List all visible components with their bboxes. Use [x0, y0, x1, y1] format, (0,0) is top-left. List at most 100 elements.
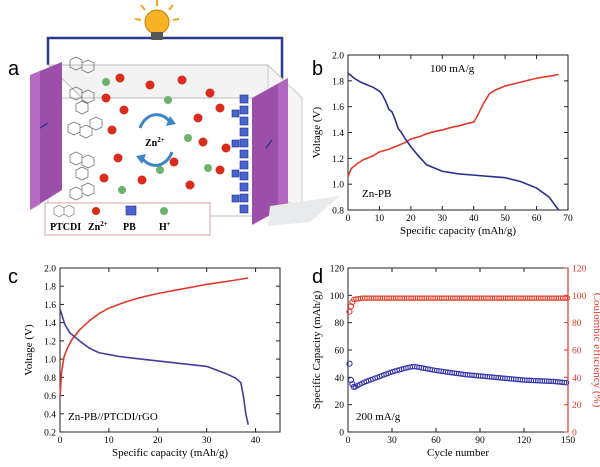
legend-ptcdi: PTCDI [50, 222, 81, 233]
y-tick-label: 1.2 [332, 155, 344, 165]
annotation: Zn-PB [362, 188, 391, 200]
y-tick-label: 0.4 [44, 410, 56, 420]
y-tick-label: 1.0 [44, 356, 56, 366]
y-tick-label: 2.0 [44, 265, 56, 275]
plot-frame [59, 267, 281, 433]
panel-letter-a: a [8, 58, 20, 80]
y-tick-label: 0.8 [332, 207, 344, 217]
legend-zn: Zn2+ [88, 220, 108, 233]
y-tick-label: 0 [339, 429, 344, 439]
zinc-anode-electrode [30, 62, 62, 210]
chart-c: 0 10 20 30 40 0.2 0.4 0.6 0.8 1.0 1.2 1.4 1.6 1.8 2.0 S… [23, 265, 281, 459]
series-point-1 [349, 299, 356, 306]
series-point-1 [562, 295, 568, 301]
electrode-shadow [268, 196, 340, 226]
y2-tick-label: 40 [572, 374, 582, 384]
y2-tick-label: 60 [572, 347, 582, 357]
y-tick-label: 100 [330, 292, 345, 302]
schematic-legend: PTCDI Zn2+ PB H+ [44, 202, 211, 236]
y-tick-label: 60 [335, 347, 345, 357]
series-point-0 [347, 376, 355, 384]
chart-b: 0 10 20 30 40 50 60 70 0.8 1.0 1.2 1.4 1.6 1.8 2.0 Spec… [311, 52, 573, 238]
panel-letter-d: d [312, 266, 323, 288]
x-tick-label: 30 [202, 436, 212, 446]
x-tick-label: 60 [532, 214, 542, 224]
series-line-1 [59, 308, 250, 425]
h-ions [102, 78, 212, 194]
y-tick-label: 1.8 [332, 77, 344, 87]
chart-d: 0 30 60 90 120 150020406080100120020406080100… [311, 265, 600, 460]
x-axis-label: Specific capacity (mAh/g) [400, 225, 516, 237]
y-tick-label: 1.4 [44, 319, 56, 329]
zn-ion-label: Zn2+ [145, 136, 165, 149]
y2-tick-label: 100 [572, 292, 587, 302]
y-tick-label: 0.8 [44, 374, 56, 384]
y2-tick-label: 80 [572, 319, 582, 329]
series-line-0 [59, 277, 249, 398]
x-tick-label: 70 [563, 214, 573, 224]
x-tick-label: 120 [517, 436, 532, 446]
zn-ions [99, 73, 231, 190]
x-tick-label: 40 [469, 214, 479, 224]
panel-b: b 0 10 20 30 40 50 60 70 0.8 1.0 1.2 1.4 1.6 1.8 2.0 Sp… [311, 52, 573, 238]
y2-tick-label: 120 [572, 265, 587, 275]
panel-d: d 0 30 60 90 120 1500204060801001200204060801… [311, 265, 600, 460]
legend-h: H+ [159, 220, 171, 233]
series-point-1 [346, 308, 353, 315]
x-tick-label: 10 [104, 436, 114, 446]
panel-letter-c: c [8, 266, 18, 288]
y-tick-label: 40 [335, 374, 345, 384]
y-tick-label: 1.0 [332, 181, 344, 191]
panel-letter-b: b [312, 58, 323, 80]
plot-frame [347, 267, 569, 433]
y-tick-label: 0.6 [44, 392, 56, 402]
annotation: Zn-PB//PTCDI/rGO [68, 411, 158, 423]
x-tick-label: 30 [438, 214, 448, 224]
annotation: 200 mA/g [356, 411, 401, 423]
series-point-0 [346, 360, 353, 367]
y-tick-label: 120 [330, 265, 345, 275]
pb-cathode-electrode [252, 78, 288, 225]
y-axis-label: Voltage (V) [311, 106, 323, 158]
y-tick-label: 80 [335, 319, 345, 329]
y2-tick-label: 20 [572, 401, 582, 411]
y-tick-label: 1.8 [44, 283, 56, 293]
y2-axis-label: Coulombic efficiency (%) [591, 293, 600, 408]
y2-tick-label: 0 [572, 429, 577, 439]
external-circuit-wire [46, 36, 284, 98]
legend-pb: PB [123, 222, 136, 233]
x-tick-label: 10 [375, 214, 385, 224]
y-tick-label: 1.4 [332, 129, 344, 139]
x-tick-label: 40 [251, 436, 261, 446]
y-tick-label: 20 [335, 401, 345, 411]
series-line-0 [347, 73, 559, 177]
y-tick-label: 2.0 [332, 52, 344, 62]
x-tick-label: 60 [431, 436, 441, 446]
x-tick-label: 50 [500, 214, 510, 224]
y-tick-label: 1.2 [44, 337, 56, 347]
light-bulb-icon [134, 0, 180, 40]
y-tick-label: 0.2 [44, 429, 56, 439]
y-tick-label: 1.6 [332, 103, 344, 113]
y-axis-label: Specific Capacity (mAh/g) [311, 290, 323, 409]
panel-c: c 0 10 20 30 40 0.2 0.4 0.6 0.8 1.0 1.2 1.4 1.6 1.8 2.… [8, 265, 281, 459]
series-point-1 [347, 303, 355, 310]
rotation-arrows-icon [136, 113, 176, 167]
annotation: 100 mA/g [430, 63, 475, 75]
x-tick-label: 30 [387, 436, 397, 446]
series-point-0 [561, 379, 568, 386]
x-axis-label: Cycle number [427, 447, 489, 459]
y-tick-label: 1.6 [44, 301, 56, 311]
ptcdi-molecule-icon [67, 56, 103, 201]
pb-cube-icon [231, 94, 249, 214]
y-axis-label: Voltage (V) [23, 324, 35, 376]
x-tick-label: 150 [561, 436, 576, 446]
series-line-1 [347, 72, 560, 211]
x-tick-label: 20 [406, 214, 416, 224]
x-tick-label: 0 [346, 214, 351, 224]
x-tick-label: 0 [58, 436, 63, 446]
panel-a-schematic: a [8, 0, 340, 236]
x-tick-label: 90 [475, 436, 485, 446]
series-point-0 [350, 383, 357, 390]
